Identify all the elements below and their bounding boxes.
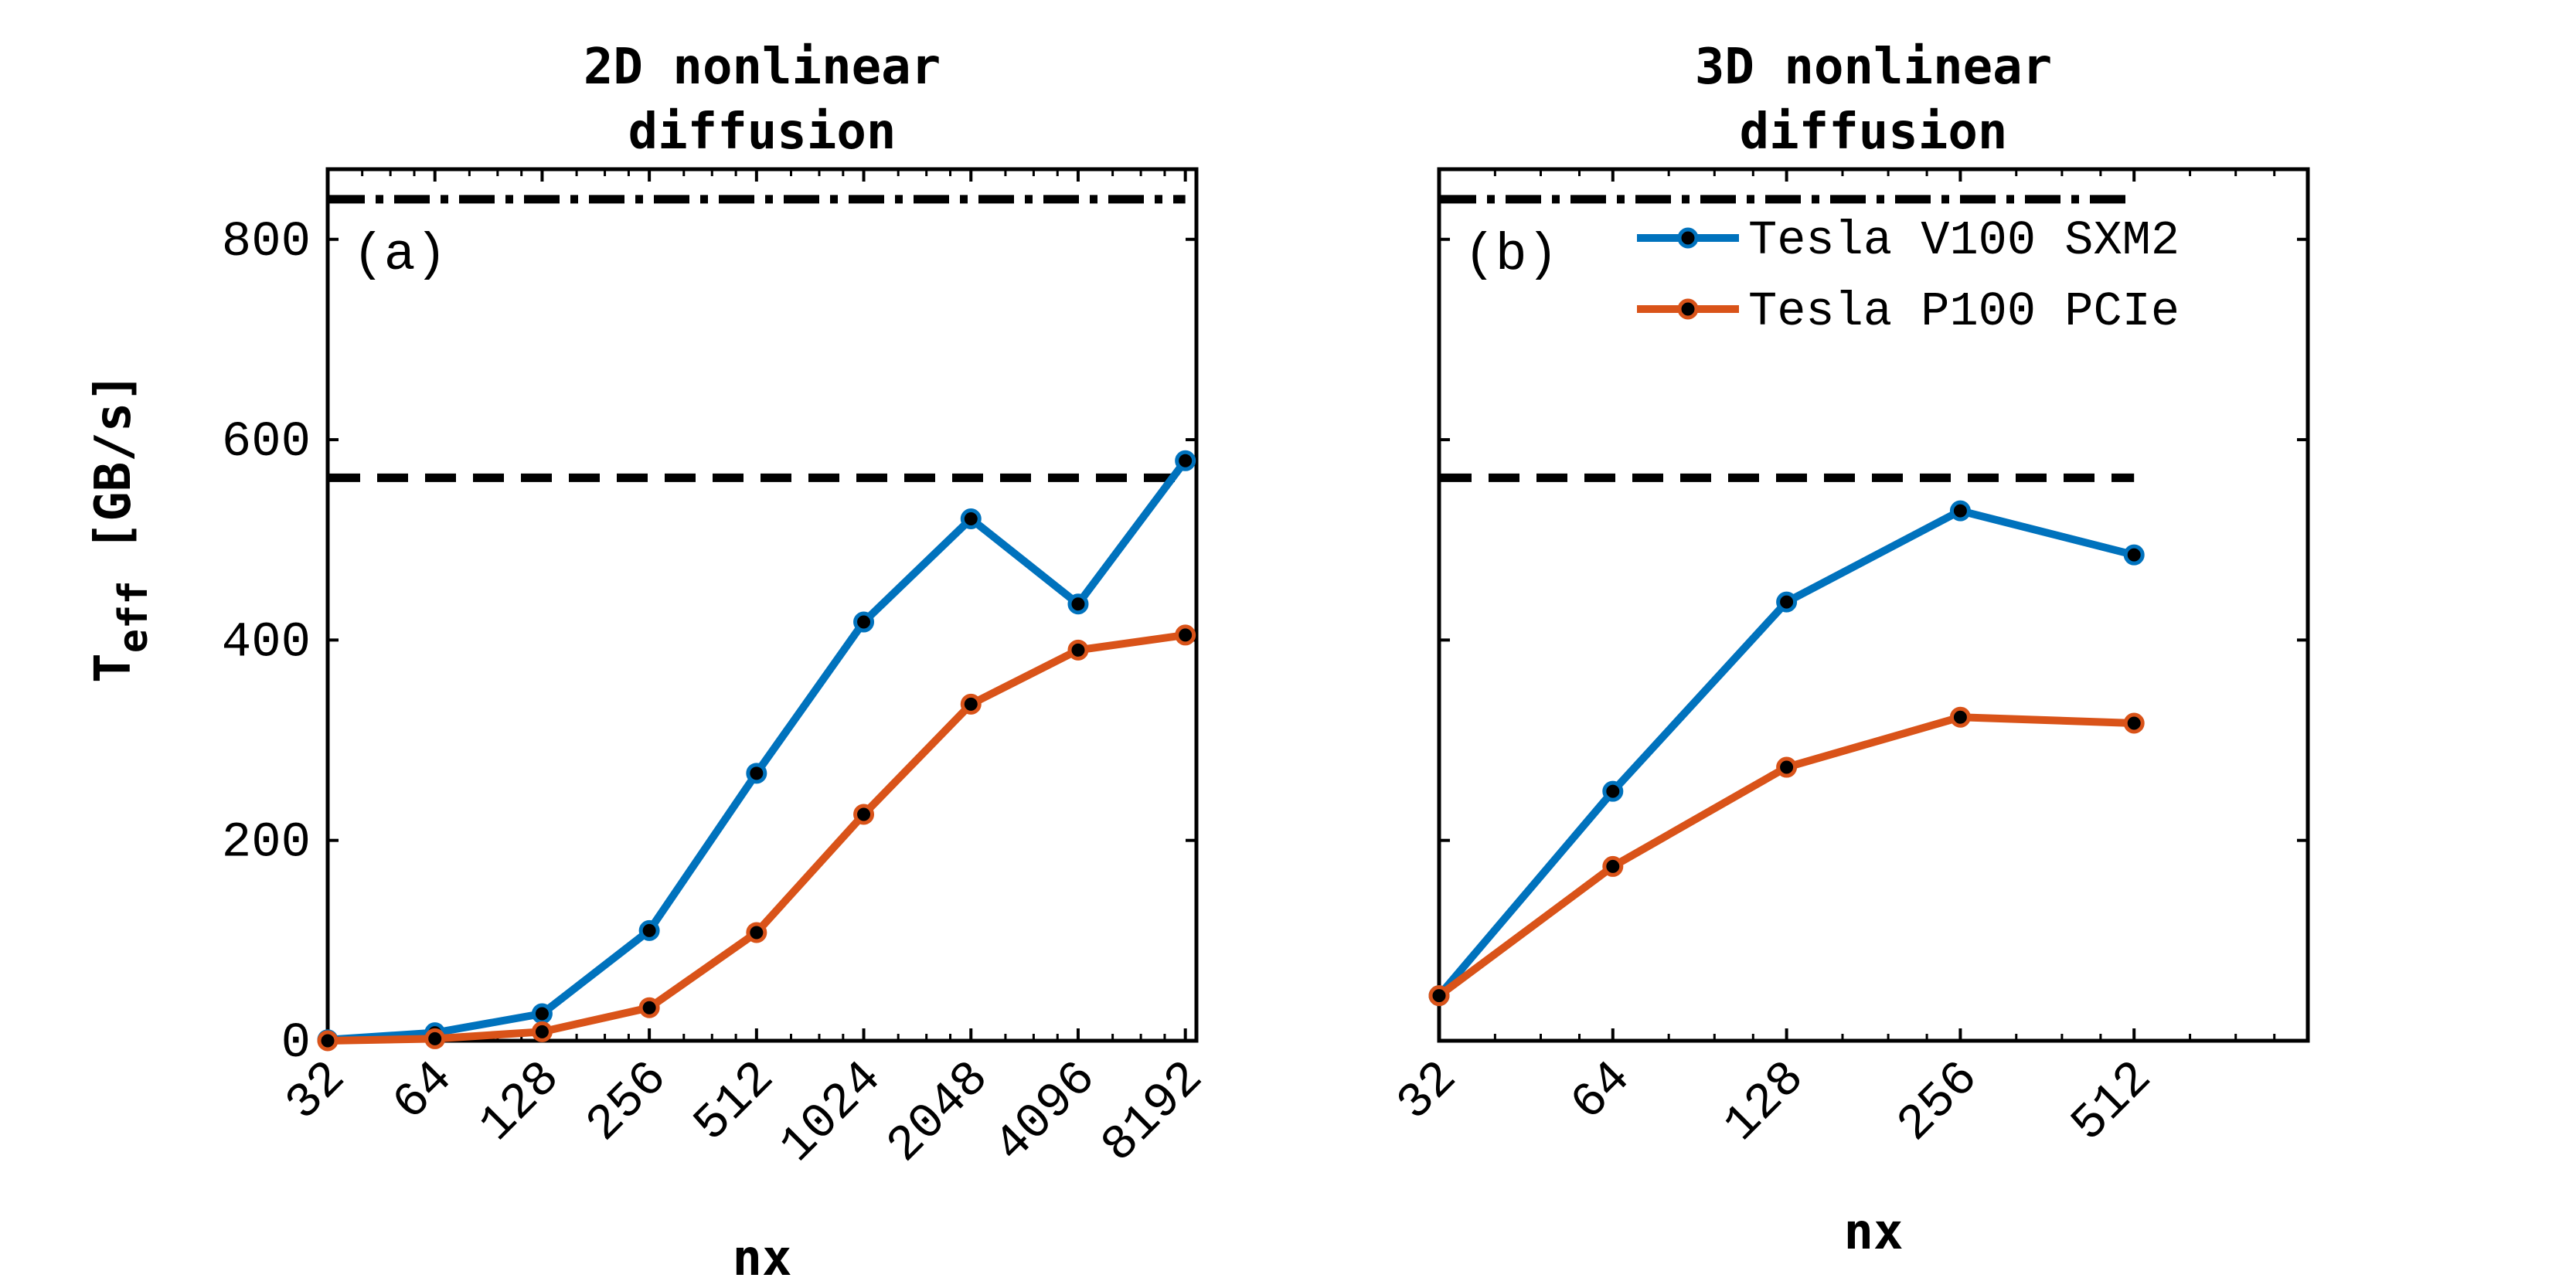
y-tick-label: 200 (222, 816, 311, 872)
x-tick-label: 4096 (985, 1051, 1108, 1174)
data-point (853, 611, 875, 633)
data-point (1949, 500, 1971, 522)
legend-label: Tesla V100 SXM2 (1748, 213, 2180, 268)
y-tick-label: 0 (281, 1016, 311, 1072)
legend: Tesla V100 SXM2 Tesla P100 PCIe (1637, 213, 2180, 339)
y-tick-label: 400 (222, 615, 311, 671)
data-point (531, 1003, 553, 1025)
panel-b: 3D nonlinear diffusion 32 64 128 256 512 nx (b) T… (1387, 39, 2310, 1261)
data-point (1602, 855, 1624, 877)
x-tick-label: 32 (1387, 1051, 1468, 1132)
data-point (1776, 591, 1798, 613)
x-tick-label: 128 (1713, 1051, 1815, 1153)
chart-title-line-1: 2D nonlinear (584, 39, 941, 96)
x-tick-label: 256 (1887, 1051, 1989, 1153)
x-tick-label: 256 (577, 1051, 679, 1153)
series-p100 (1428, 706, 2145, 1007)
data-point (1067, 593, 1089, 615)
x-tick-label: 512 (684, 1051, 786, 1153)
legend-marker (1677, 227, 1699, 249)
chart-title-line-1: 3D nonlinear (1695, 39, 2052, 96)
data-point (1067, 639, 1089, 661)
x-tick-label: 64 (383, 1051, 464, 1132)
y-axis-label-unit: [GB/s] (85, 372, 142, 551)
x-tick-label: 1024 (770, 1051, 893, 1174)
data-point (1776, 756, 1798, 778)
x-tick-label: 2048 (877, 1051, 1001, 1174)
data-point (424, 1028, 446, 1049)
series-v100 (317, 450, 1196, 1051)
axes-box (1437, 167, 2310, 1043)
data-point (638, 919, 660, 941)
x-tick-label: 128 (469, 1051, 571, 1153)
x-tick-label: 64 (1561, 1051, 1642, 1132)
data-point (1602, 780, 1624, 802)
data-point (638, 997, 660, 1018)
y-axis-label: Teff [GB/s] (85, 372, 157, 683)
series-p100 (317, 624, 1196, 1052)
axes-box (325, 167, 1199, 1043)
data-point (960, 508, 982, 529)
data-point (317, 1030, 339, 1052)
data-point (531, 1021, 553, 1042)
data-point (746, 763, 767, 784)
data-point (1949, 706, 1971, 728)
data-point (2123, 544, 2145, 566)
data-point (2123, 712, 2145, 734)
series-line (327, 458, 1189, 1044)
x-tick-label: 8192 (1091, 1051, 1215, 1174)
data-point (853, 804, 875, 825)
x-axis-label: nx (1843, 1204, 1903, 1261)
data-point (1428, 985, 1450, 1007)
x-tick-label: 512 (2061, 1051, 2163, 1153)
y-axis-label-symbol: T (85, 653, 142, 683)
legend-label: Tesla P100 PCIe (1748, 284, 2180, 339)
data-point (746, 922, 767, 943)
chart-title-line-2: diffusion (1740, 104, 2008, 161)
chart-title-line-2: diffusion (628, 104, 897, 161)
y-tick-label: 600 (222, 415, 311, 471)
x-axis-label: nx (732, 1230, 791, 1287)
y-axis-label-subscript: eff (111, 580, 157, 653)
panel-label: (a) (352, 226, 447, 285)
legend-marker (1677, 298, 1699, 320)
data-point (1175, 450, 1196, 471)
data-point (1175, 624, 1196, 646)
data-point (960, 693, 982, 715)
series-line (327, 630, 1186, 1045)
series-v100 (1428, 500, 2145, 1007)
panel-label: (b) (1464, 226, 1558, 285)
y-tick-label: 800 (222, 215, 311, 270)
